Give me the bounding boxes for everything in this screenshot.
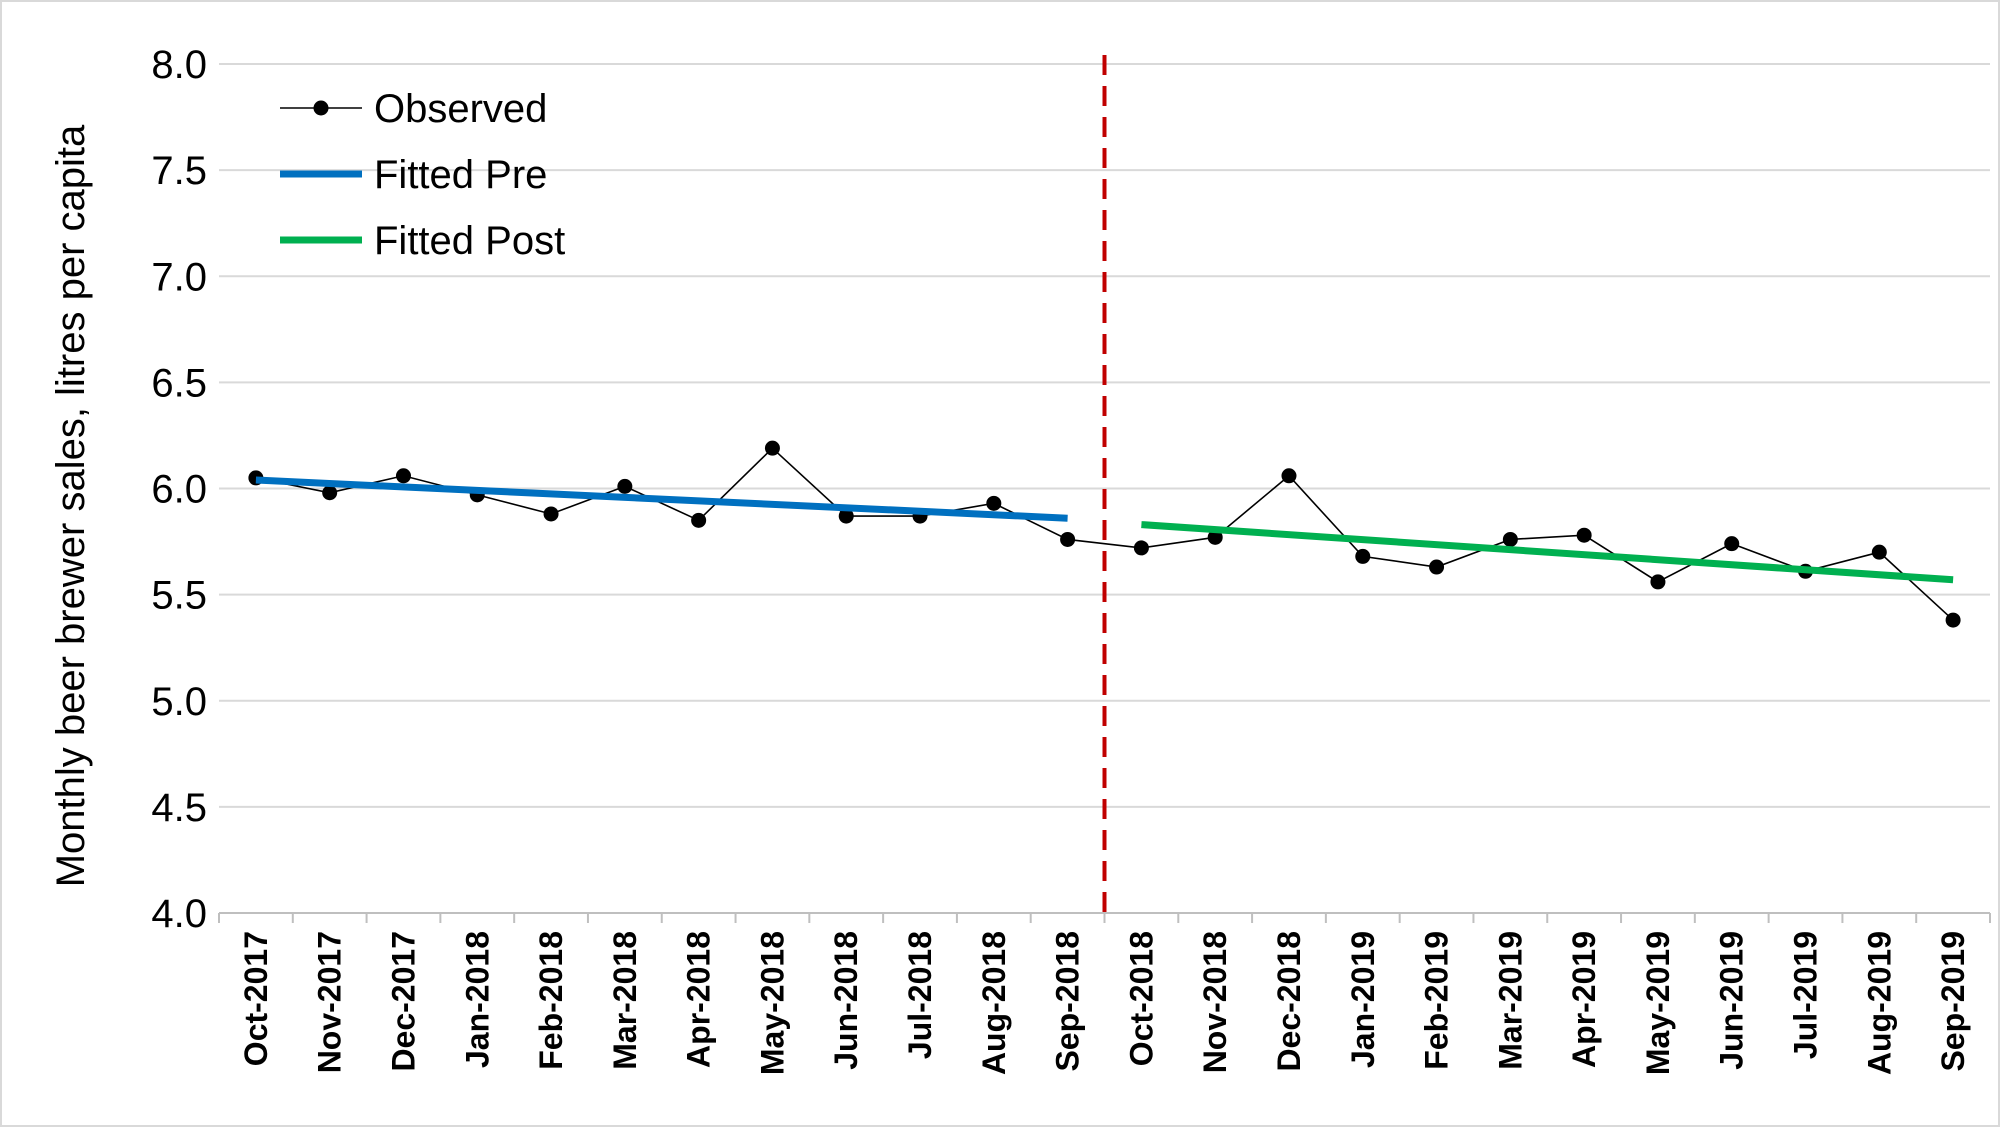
x-tick-label: Mar-2018 <box>607 931 643 1070</box>
observed-data-point <box>322 485 338 501</box>
x-axis <box>218 912 1991 923</box>
x-tick-label: Feb-2018 <box>533 931 569 1070</box>
legend: Observed Fitted Pre Fitted Post <box>280 87 565 263</box>
x-tick-label: May-2019 <box>1640 931 1676 1075</box>
observed-series-line <box>255 447 1954 621</box>
y-axis-ticks: 4.0 4.5 5.0 5.5 6.0 6.5 7.0 7.5 8.0 <box>151 43 207 936</box>
y-tick-label: 4.0 <box>151 892 207 936</box>
x-tick-label: Jan-2018 <box>459 931 495 1068</box>
observed-data-point <box>691 512 707 528</box>
observed-data-point <box>1945 612 1961 628</box>
x-tick-label: Oct-2017 <box>238 931 274 1066</box>
observed-data-point <box>1060 531 1076 547</box>
observed-data-point <box>543 506 559 522</box>
fitted-post-trend-line <box>1141 521 1954 584</box>
observed-data-point <box>1724 536 1740 552</box>
x-tick-label: Apr-2018 <box>681 931 717 1068</box>
x-tick-label: Nov-2018 <box>1197 931 1233 1073</box>
y-tick-label: 5.5 <box>151 574 207 618</box>
observed-data-point <box>395 468 411 484</box>
x-tick-label: Jul-2018 <box>902 931 938 1059</box>
observed-data-point <box>1871 544 1887 560</box>
x-axis-ticks: Oct-2017 Nov-2017 Dec-2017 Jan-2018 Feb-2018… <box>238 931 1971 1075</box>
x-tick-label: Jun-2019 <box>1714 931 1750 1070</box>
observed-data-point <box>1429 559 1445 575</box>
observed-data-point <box>617 478 633 494</box>
x-tick-label: May-2018 <box>754 931 790 1075</box>
legend-fitted-pre-label: Fitted Pre <box>374 153 547 197</box>
legend-observed-marker <box>313 100 329 116</box>
x-tick-label: Feb-2019 <box>1419 931 1455 1070</box>
x-tick-label: Oct-2018 <box>1123 931 1159 1066</box>
observed-data-point <box>1207 529 1223 545</box>
observed-data-point <box>1502 531 1518 547</box>
x-tick-label: Dec-2017 <box>385 931 421 1072</box>
x-tick-label: Jul-2019 <box>1788 931 1824 1059</box>
observed-data-point <box>764 440 780 456</box>
observed-data-point <box>1650 574 1666 590</box>
x-tick-label: Sep-2018 <box>1050 931 1086 1072</box>
series <box>248 440 1961 628</box>
observed-data-point <box>1281 468 1297 484</box>
y-tick-label: 8.0 <box>151 43 207 87</box>
x-tick-label: Apr-2019 <box>1566 931 1602 1068</box>
y-tick-label: 4.5 <box>151 786 207 830</box>
y-tick-label: 7.0 <box>151 255 207 299</box>
observed-data-point <box>1355 548 1371 564</box>
observed-data-point <box>1133 540 1149 556</box>
x-tick-label: Sep-2019 <box>1935 931 1971 1072</box>
legend-observed-label: Observed <box>374 87 547 131</box>
fitted-pre-trend-line <box>255 476 1068 522</box>
y-tick-label: 5.0 <box>151 680 207 724</box>
observed-data-point <box>838 508 854 524</box>
observed-data-point <box>986 495 1002 511</box>
y-tick-label: 6.0 <box>151 468 207 512</box>
y-tick-label: 6.5 <box>151 361 207 405</box>
x-tick-label: Jan-2019 <box>1345 931 1381 1068</box>
x-tick-label: Dec-2018 <box>1271 931 1307 1072</box>
x-tick-label: Jun-2018 <box>828 931 864 1070</box>
observed-data-point <box>1576 527 1592 543</box>
legend-fitted-post-label: Fitted Post <box>374 219 565 263</box>
x-tick-label: Aug-2018 <box>976 931 1012 1075</box>
x-tick-label: Nov-2017 <box>312 931 348 1073</box>
x-tick-label: Mar-2019 <box>1492 931 1528 1070</box>
x-tick-label: Aug-2019 <box>1861 931 1897 1075</box>
y-tick-label: 7.5 <box>151 149 207 193</box>
y-axis-title: Monthly beer brewer sales, litres per ca… <box>49 124 93 887</box>
